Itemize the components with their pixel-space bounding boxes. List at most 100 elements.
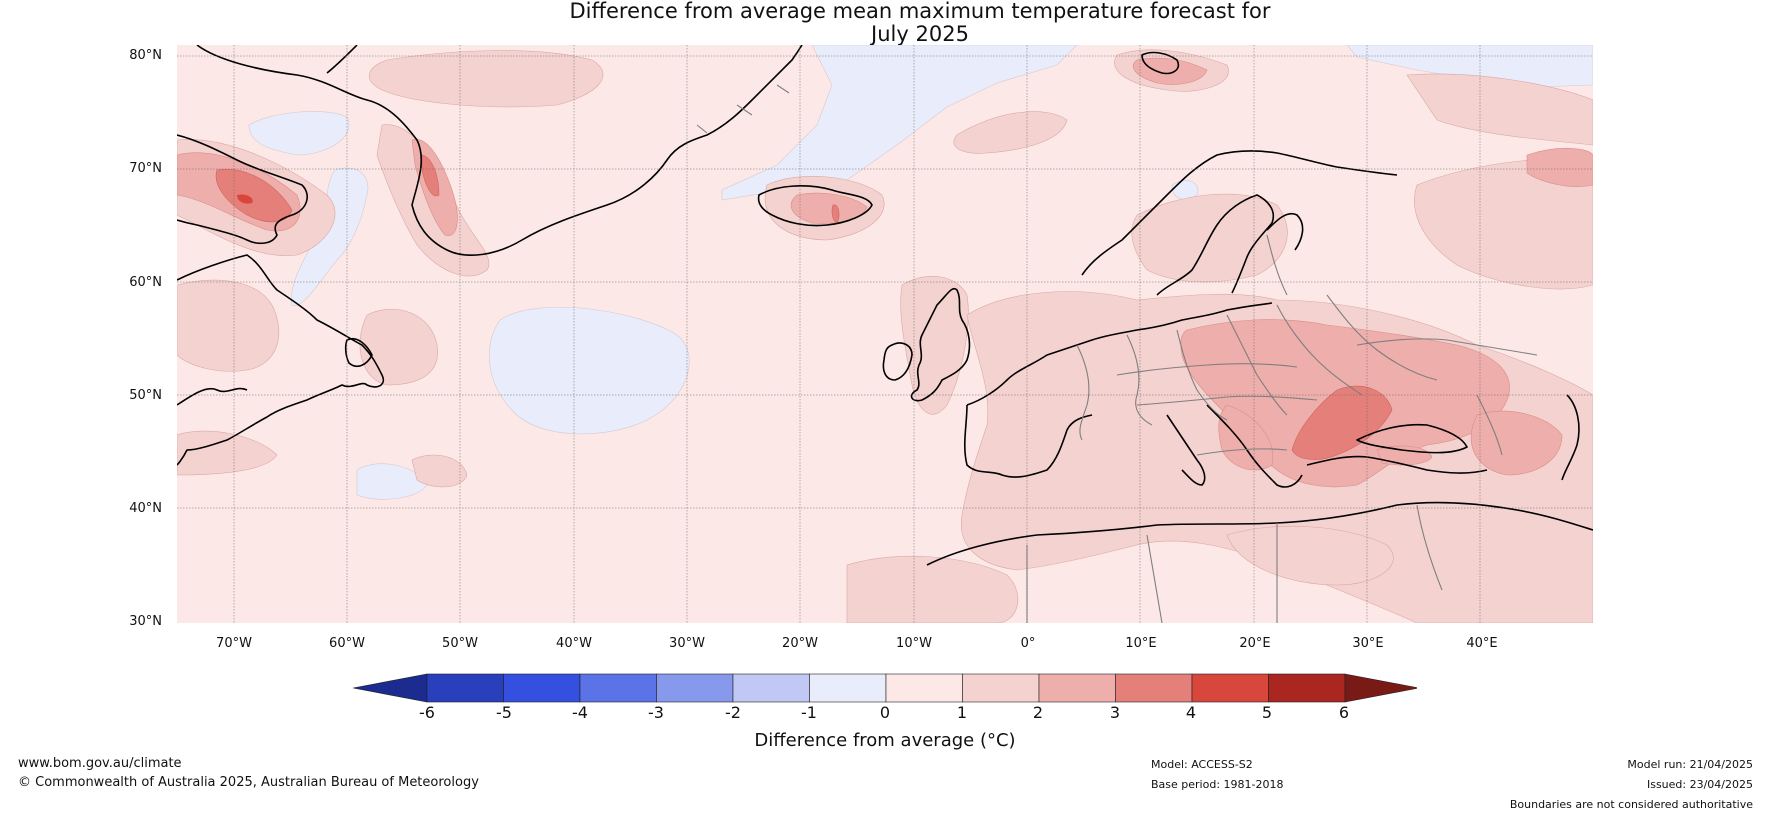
lon-label-20w: 20°W [782, 636, 818, 651]
title-line-1: Difference from average mean maximum tem… [569, 0, 1271, 23]
lon-label-20e: 20°E [1239, 636, 1271, 651]
colorbar-segment [962, 673, 1040, 703]
warm3-region-greenland-w [421, 154, 440, 197]
colorbar-tick-2: 2 [1032, 703, 1044, 722]
anomaly-3-4-regions [215, 154, 1393, 460]
lon-label-30w: 30°W [669, 636, 705, 651]
border-5 [1276, 304, 1363, 396]
neg-region-norway-coast [1171, 180, 1199, 200]
lon-label-40w: 40°W [556, 636, 592, 651]
coast-us-east [177, 387, 248, 406]
warm-region-newfoundland [359, 308, 438, 386]
warm-region-north-atlantic-top [369, 50, 604, 108]
footer-model: Model: ACCESS-S2 [1151, 758, 1253, 771]
colorbar-tick-0: 0 [879, 703, 891, 722]
warm-region-kola-top [1406, 73, 1593, 146]
footer-copyright: © Commonwealth of Australia 2025, Austra… [18, 775, 479, 790]
coast-labrador [177, 254, 385, 466]
colorbar-segment [656, 673, 734, 703]
border-1 [1076, 344, 1090, 441]
warm4-region-baffin [237, 194, 253, 204]
border-4 [1226, 314, 1288, 416]
colorbar-tick-1: 1 [956, 703, 968, 722]
border-11 [1266, 234, 1288, 296]
border-7 [1116, 363, 1298, 376]
coast-newfoundland [344, 337, 373, 367]
border-16 [1476, 394, 1503, 456]
footer-issued: Issued: 23/04/2025 [1646, 778, 1753, 791]
lon-label-50w: 50°W [442, 636, 478, 651]
coast-svalbard [1141, 51, 1180, 75]
warm-region-labrador-coast [177, 279, 280, 372]
border-9 [1356, 338, 1538, 356]
anomaly-4-5-regions [237, 194, 253, 204]
colorbar-segment [1268, 673, 1346, 703]
warm-region-russia-north [1414, 158, 1593, 290]
lat-label-80: 80°N [129, 48, 162, 63]
colorbar-tick-4: 4 [1185, 703, 1197, 722]
chart-title: Difference from average mean maximum tem… [220, 0, 1620, 46]
footer-base-period: Base period: 1981-2018 [1151, 778, 1284, 791]
border-10 [1196, 448, 1288, 456]
warm2-region-turkey [1376, 445, 1433, 466]
colorbar-extend-high [1344, 673, 1417, 703]
lon-label-10w: 10°W [896, 636, 932, 651]
border-greenland-fjords [696, 84, 790, 134]
warm2-region-black-sea [1470, 410, 1563, 476]
warm3-region-romania [1291, 385, 1393, 460]
colorbar-segment [1115, 673, 1193, 703]
coast-black-sea [1356, 423, 1468, 454]
colorbar-tick-m3: -3 [648, 703, 664, 722]
neg-region-mid-atlantic [489, 306, 690, 435]
coast-caspian [1561, 394, 1580, 481]
colorbar-segment [809, 673, 887, 703]
lon-label-10e: 10°E [1125, 636, 1157, 651]
warm-region-ne-us [177, 430, 278, 476]
lat-label-60: 60°N [129, 275, 162, 290]
footer-url: www.bom.gov.au/climate [18, 756, 182, 771]
border-15 [1416, 504, 1443, 591]
negative-anomaly-regions [248, 45, 1593, 500]
lon-label-0: 0° [1020, 636, 1036, 651]
coast-baffin [177, 134, 308, 245]
border-3 [1176, 329, 1228, 421]
colorbar-tick-5: 5 [1261, 703, 1273, 722]
colorbar-label: Difference from average (°C) [754, 730, 1016, 751]
border-8 [1136, 395, 1318, 406]
colorbar-tick-m1: -1 [801, 703, 817, 722]
colorbar-tick-m5: -5 [496, 703, 512, 722]
coast-europe-north [966, 302, 1273, 406]
lon-label-60w: 60°W [329, 636, 365, 651]
warm-region-north-africa-west [846, 555, 1019, 623]
coast-iceland [757, 185, 873, 227]
lon-label-40e: 40°E [1466, 636, 1498, 651]
lat-label-50: 50°N [129, 388, 162, 403]
lat-label-40: 40°N [129, 501, 162, 516]
coast-norway [1081, 150, 1398, 276]
neg-region-baffin [248, 111, 350, 156]
warm2-region-svalbard [1132, 57, 1208, 85]
lon-label-70w: 70°W [216, 636, 252, 651]
colorbar-segment [579, 673, 657, 703]
colorbar-segment [426, 673, 504, 703]
colorbar [353, 673, 1417, 703]
forecast-map [177, 45, 1593, 623]
colorbar-tick-m2: -2 [725, 703, 741, 722]
border-6 [1326, 294, 1438, 381]
coast-finland [1266, 212, 1304, 251]
title-line-2: July 2025 [871, 22, 969, 46]
warm-region-north-africa-east [1226, 525, 1394, 586]
colorbar-tick-m6: -6 [419, 703, 435, 722]
colorbar-segment [732, 673, 810, 703]
colorbar-tick-m4: -4 [572, 703, 588, 722]
warm-region-mid-atlantic-south [411, 454, 468, 488]
gridlines [177, 45, 1593, 623]
country-borders [696, 84, 1538, 623]
colorbar-segment [503, 673, 581, 703]
colorbar-tick-3: 3 [1109, 703, 1121, 722]
colorbar-segment [1038, 673, 1116, 703]
footer-model-run: Model run: 21/04/2025 [1627, 758, 1753, 771]
coast-turkey [1306, 455, 1488, 474]
coast-ireland [882, 342, 913, 381]
coast-sweden [1156, 194, 1275, 296]
